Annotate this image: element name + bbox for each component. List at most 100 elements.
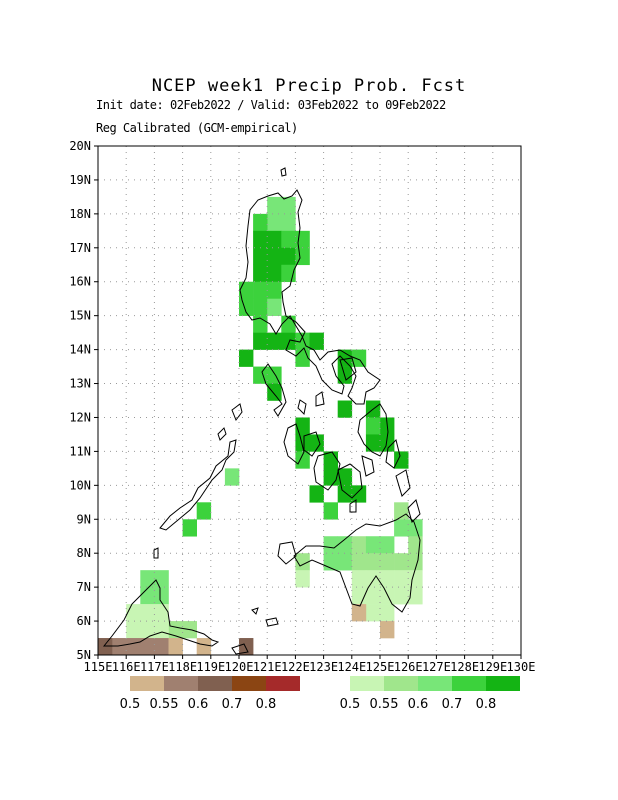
dry-legend-label: 0.55 [150,697,179,712]
probability-cell [140,638,155,656]
probability-cell [351,485,367,503]
y-tick-label: 5N [77,648,91,662]
probability-cell [295,451,310,469]
probability-cell [337,349,353,367]
probability-cell [253,281,268,299]
probability-cell [253,213,268,232]
probability-cell [365,536,381,554]
probability-cell [154,570,169,588]
probability-cell [309,434,324,452]
probability-cell [196,502,212,520]
probability-cell [337,485,353,503]
probability-cell [239,638,254,656]
y-tick-label: 11N [69,444,91,458]
wet-legend-label: 0.7 [442,697,463,712]
y-tick-label: 13N [69,377,91,391]
probability-cell [112,638,127,656]
probability-cell [380,570,395,588]
dry-legend-swatch [198,676,232,691]
probability-cell [351,349,367,367]
probability-cell [126,638,141,656]
x-tick-label: 121E [253,660,282,674]
probability-cell [295,570,310,588]
probability-cell [380,587,395,605]
dry-legend-swatch [232,676,266,691]
probability-cell [239,281,254,299]
probability-cell [351,553,367,571]
wet-legend-label: 0.6 [408,697,429,712]
probability-cell [140,570,155,588]
probability-cell [126,621,141,639]
y-tick-label: 8N [77,546,91,560]
subtitle-dates: Init date: 02Feb2022 / Valid: 03Feb2022 … [96,98,446,112]
y-tick-label: 20N [69,139,91,153]
probability-cell [323,468,338,486]
probability-cell [154,604,169,622]
probability-cells [98,196,423,656]
probability-cell [394,451,409,469]
probability-cell [394,519,409,537]
probability-cell [365,570,381,588]
wet-legend-label: 0.55 [370,697,399,712]
dry-legend-label: 0.5 [120,697,141,712]
y-tick-label: 12N [69,410,91,424]
probability-cell [154,638,169,656]
probability-cell [168,621,183,639]
y-tick-label: 7N [77,580,91,594]
probability-cell [408,553,423,571]
probability-cell [239,349,254,367]
wet-legend-swatch [452,676,486,691]
gridlines [98,146,521,655]
legend: 0.5 0.55 0.6 0.7 0.8 0.5 0.55 0.6 0.7 0.8 [120,676,520,712]
probability-cell [253,247,268,266]
probability-cell [351,536,367,554]
y-tick-label: 19N [69,173,91,187]
probability-cell [380,434,395,452]
probability-cell [365,417,381,435]
x-tick-label: 123E [309,660,338,674]
probability-cell [140,621,155,639]
probability-cell [253,298,268,316]
x-tick-label: 115E [84,660,113,674]
wet-legend-label: 0.8 [476,697,497,712]
probability-cell [253,230,268,249]
probability-cell [394,570,409,588]
probability-cell [267,213,282,232]
probability-cell [309,485,324,503]
probability-cell [380,604,395,622]
probability-cell [365,434,381,452]
x-tick-label: 130E [507,660,536,674]
probability-cell [295,553,310,571]
y-tick-label: 15N [69,309,91,323]
y-tick-label: 14N [69,343,91,357]
dry-legend-swatch [164,676,198,691]
probability-cell [168,638,183,656]
probability-cell [154,621,169,639]
probability-cell [323,502,338,520]
probability-cell [337,468,353,486]
probability-cell [267,247,282,266]
wet-legend-swatch [384,676,418,691]
y-tick-label: 16N [69,275,91,289]
probability-cell [126,604,141,622]
wet-legend-swatch [418,676,452,691]
y-tick-label: 17N [69,241,91,255]
probability-cell [239,298,254,316]
x-tick-label: 122E [281,660,310,674]
y-tick-label: 18N [69,207,91,221]
wet-legend-swatch [486,676,520,691]
x-tick-label: 124E [337,660,366,674]
x-tick-label: 129E [478,660,507,674]
y-tick-label: 10N [69,478,91,492]
probability-cell [140,604,155,622]
y-tick-label: 9N [77,512,91,526]
probability-cell [380,553,395,571]
x-tick-label: 126E [394,660,423,674]
dry-legend-swatch [130,676,164,691]
wet-legend-swatch [350,676,384,691]
probability-cell [323,536,338,554]
subtitle-method: Reg Calibrated (GCM-empirical) [96,121,298,135]
probability-cell [253,366,268,384]
probability-cell [365,553,381,571]
x-tick-label: 119E [196,660,225,674]
